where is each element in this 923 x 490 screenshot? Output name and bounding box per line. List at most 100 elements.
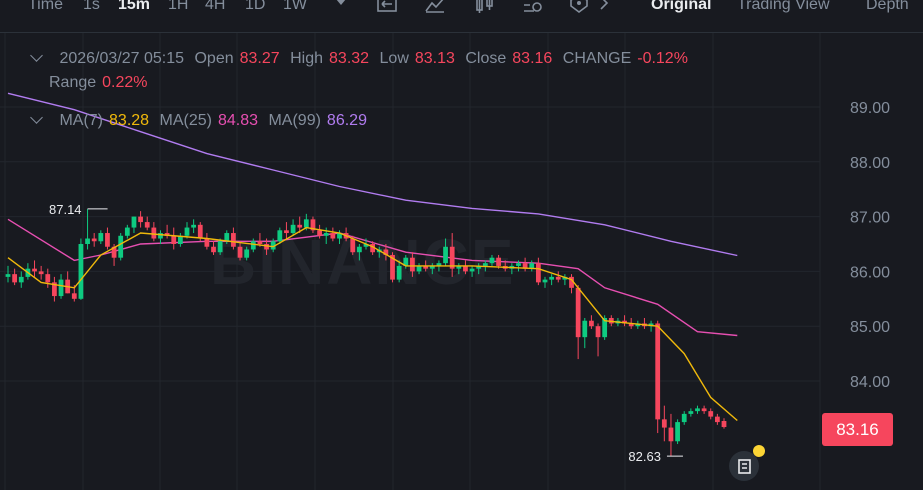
- interval-4h[interactable]: 4H: [205, 0, 226, 13]
- interval-1d[interactable]: 1D: [245, 0, 266, 13]
- candle: [589, 315, 594, 329]
- candle: [443, 238, 448, 266]
- candle: [410, 252, 415, 277]
- candle-body: [443, 246, 448, 264]
- candle: [330, 227, 336, 242]
- candle: [370, 241, 376, 255]
- candle-date: 2026/03/27 05:15: [59, 50, 185, 67]
- candle-body: [71, 293, 77, 299]
- high-low-markers: 87.14 82.63: [49, 202, 683, 464]
- candle-body: [284, 230, 289, 234]
- indicator-template-icon[interactable]: [376, 0, 398, 16]
- candle-body: [151, 227, 157, 239]
- candle: [124, 224, 130, 239]
- candle: [224, 230, 230, 244]
- candle-body: [270, 241, 276, 250]
- ma25-label: MA(25): [159, 112, 212, 129]
- candle: [529, 260, 535, 272]
- y-tick-label: 85.00: [850, 319, 890, 336]
- candlestick-chart[interactable]: 89.00 88.00 87.00 86.00 85.00 84.00 87.14 82.6…: [0, 33, 923, 490]
- candle: [270, 238, 276, 253]
- interval-1s[interactable]: 1s: [83, 0, 100, 13]
- candle-body: [708, 411, 714, 417]
- candle-body: [98, 233, 104, 242]
- candle: [681, 411, 687, 425]
- candle: [555, 271, 561, 283]
- notes-icon[interactable]: [729, 451, 759, 481]
- candle-body: [489, 257, 495, 264]
- candle: [310, 216, 316, 234]
- candle: [535, 257, 541, 286]
- candle-body: [655, 323, 661, 420]
- view-original[interactable]: Original: [651, 0, 712, 13]
- y-tick-label: 86.00: [850, 264, 890, 281]
- candle-body: [78, 244, 84, 299]
- candle-body: [721, 421, 727, 428]
- candle: [131, 216, 137, 234]
- candle-body: [602, 317, 608, 338]
- candle: [509, 263, 515, 275]
- candle-body: [310, 219, 316, 231]
- chevron-right-icon[interactable]: [594, 0, 616, 16]
- ma-row: MA(7) 83.28 MA(25) 84.83 MA(99) 86.29: [28, 111, 373, 130]
- candle-body: [38, 271, 44, 275]
- settings-icon[interactable]: [522, 0, 544, 16]
- high-label: High: [290, 50, 324, 67]
- more-intervals-icon[interactable]: [330, 0, 352, 16]
- candle-body: [204, 238, 210, 247]
- candle-body: [297, 224, 303, 228]
- candle: [516, 260, 521, 272]
- y-tick-label: 87.00: [850, 210, 890, 227]
- ma-collapse-chevron-icon[interactable]: [30, 111, 43, 124]
- candle-body: [714, 416, 720, 423]
- candlestick-type-icon[interactable]: [474, 0, 496, 16]
- candle-body: [323, 233, 329, 236]
- candle: [250, 238, 256, 253]
- candle-body: [177, 235, 183, 244]
- collapse-chevron-icon[interactable]: [30, 49, 43, 62]
- candle: [138, 211, 143, 228]
- current-price-tag: 83.16: [822, 413, 893, 446]
- candle-body: [628, 323, 634, 327]
- candle-body: [701, 408, 707, 412]
- candle-body: [589, 320, 594, 327]
- y-tick-label: 84.00: [850, 374, 890, 391]
- interval-1h[interactable]: 1H: [168, 0, 189, 13]
- candle: [708, 408, 714, 420]
- interval-15m[interactable]: 15m: [118, 0, 151, 13]
- candle-body: [164, 233, 170, 236]
- interval-1w[interactable]: 1W: [283, 0, 307, 13]
- view-trading-view[interactable]: Trading View: [737, 0, 830, 13]
- line-chart-icon[interactable]: [424, 0, 446, 16]
- candle: [211, 241, 216, 255]
- interval-time[interactable]: Time: [28, 0, 63, 13]
- candle: [655, 320, 661, 434]
- candle: [469, 265, 475, 277]
- candle: [675, 419, 680, 445]
- interval-toolbar: Time 1s 15m 1H 4H 1D 1W Original Trading…: [0, 0, 923, 22]
- candle-body: [529, 263, 535, 269]
- range-label: Range: [49, 74, 97, 91]
- low-label: Low: [379, 50, 409, 67]
- candle: [297, 216, 303, 234]
- candle-body: [5, 274, 11, 277]
- view-depth[interactable]: Depth: [866, 0, 909, 13]
- candle-body: [52, 282, 57, 297]
- candle-body: [370, 244, 376, 253]
- candle-body: [237, 246, 243, 258]
- candle-body: [396, 265, 402, 280]
- candle: [383, 244, 389, 261]
- candle-body: [476, 265, 482, 269]
- candle-body: [217, 241, 223, 253]
- toolbar-divider: [0, 32, 923, 33]
- candle: [489, 254, 495, 266]
- candle-body: [303, 219, 309, 228]
- candle-body: [695, 408, 700, 412]
- candle-body: [277, 230, 283, 242]
- candle: [151, 222, 157, 242]
- ma25-line: [7, 218, 738, 337]
- shield-icon[interactable]: [568, 0, 590, 16]
- candle: [456, 263, 462, 275]
- candle-body: [463, 265, 468, 272]
- candle: [356, 244, 362, 261]
